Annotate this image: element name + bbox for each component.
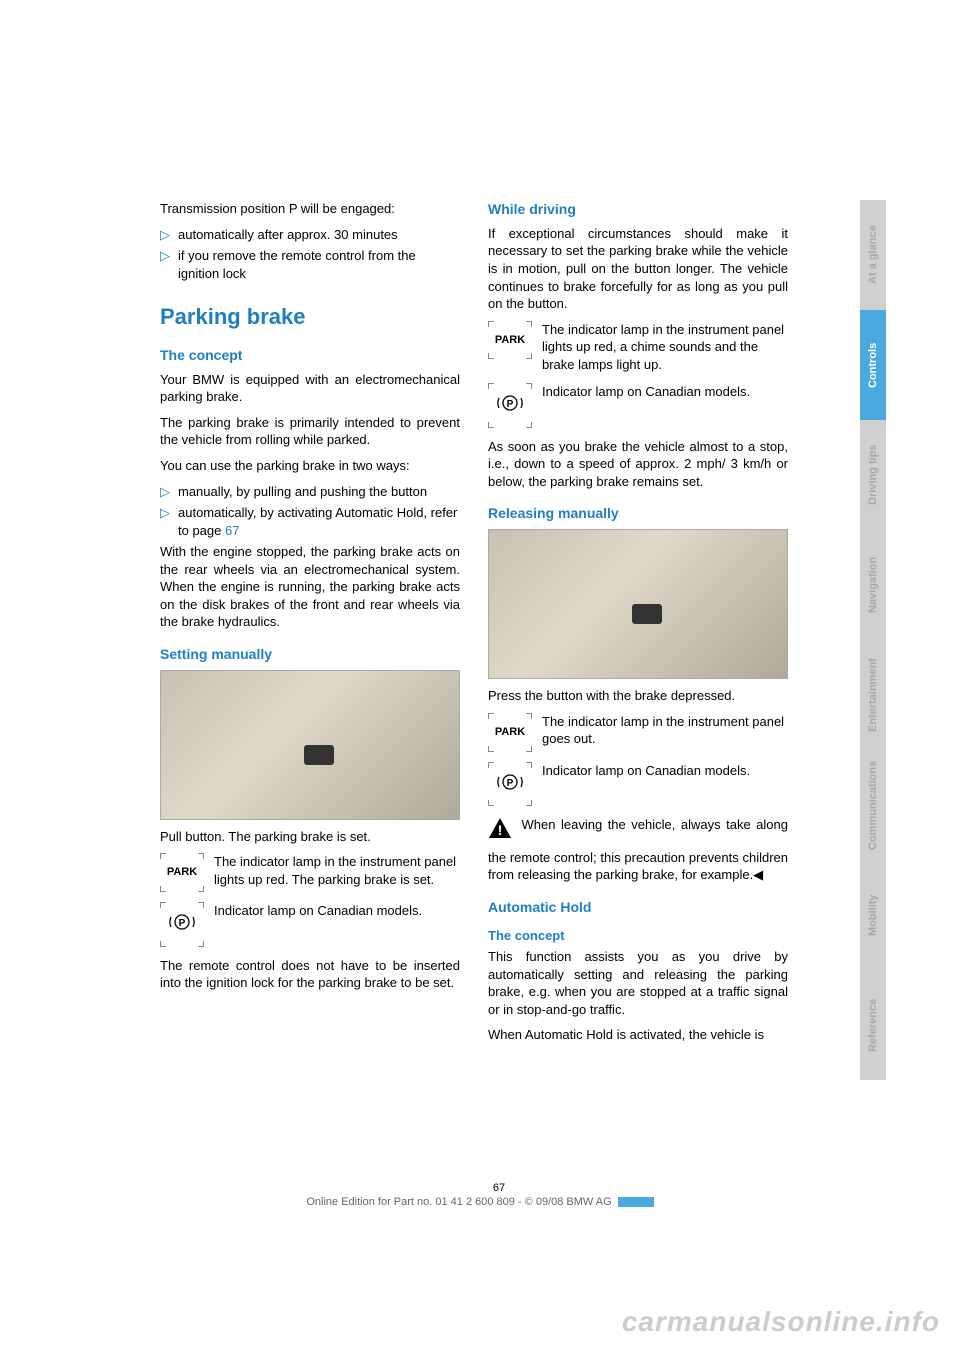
- bullet-item: ▷ automatically after approx. 30 minutes: [160, 226, 460, 244]
- body-text: If exceptional circumstances should make…: [488, 225, 788, 313]
- page-footer: 67 Online Edition for Part no. 01 41 2 6…: [0, 1182, 960, 1208]
- warning-icon: !: [488, 816, 512, 848]
- bullet-icon: ▷: [160, 226, 170, 244]
- bullet-text: manually, by pulling and pushing the but…: [178, 483, 460, 501]
- parking-brake-set-figure: [160, 670, 460, 820]
- indicator-row: P Indicator lamp on Canadian models.: [488, 762, 788, 807]
- subheading: The concept: [160, 346, 460, 365]
- body-text: When Automatic Hold is activated, the ve…: [488, 1026, 788, 1044]
- right-column: While driving If exceptional circumstanc…: [488, 200, 788, 1052]
- body-text: The remote control does not have to be i…: [160, 957, 460, 992]
- svg-text:!: !: [498, 822, 503, 838]
- subheading: Setting manually: [160, 645, 460, 664]
- page-link[interactable]: 67: [225, 523, 239, 538]
- bullet-icon: ▷: [160, 504, 170, 539]
- body-text: You can use the parking brake in two way…: [160, 457, 460, 475]
- indicator-text: Indicator lamp on Canadian models.: [214, 902, 422, 920]
- warning-text: When leaving the vehicle, always take al…: [488, 817, 788, 882]
- intro-text: Transmission position P will be engaged:: [160, 200, 460, 218]
- body-text: Press the button with the brake depresse…: [488, 687, 788, 705]
- body-text: Your BMW is equipped with an electromech…: [160, 371, 460, 406]
- page-number: 67: [344, 1182, 653, 1194]
- indicator-text: Indicator lamp on Canadian models.: [542, 383, 750, 401]
- bullet-item: ▷ manually, by pulling and pushing the b…: [160, 483, 460, 501]
- body-text: This function assists you as you drive b…: [488, 948, 788, 1018]
- bullet-icon: ▷: [160, 483, 170, 501]
- bullet-text: automatically, by activating Automatic H…: [178, 504, 460, 539]
- indicator-text: The indicator lamp in the instrument pan…: [214, 853, 460, 888]
- bullet-item: ▷ if you remove the remote control from …: [160, 247, 460, 282]
- left-column: Transmission position P will be engaged:…: [160, 200, 460, 1052]
- bullet-text: automatically after approx. 30 minutes: [178, 226, 460, 244]
- svg-text:P: P: [507, 399, 514, 410]
- indicator-row: P Indicator lamp on Canadian models.: [488, 383, 788, 428]
- bullet-icon: ▷: [160, 247, 170, 282]
- bullet-item: ▷ automatically, by activating Automatic…: [160, 504, 460, 539]
- subheading: While driving: [488, 200, 788, 219]
- canadian-p-indicator-icon: P: [488, 762, 532, 807]
- svg-text:P: P: [507, 778, 514, 789]
- section-tabs: At a glance Controls Driving tips Naviga…: [860, 200, 886, 1080]
- park-indicator-icon: PARK: [488, 713, 532, 752]
- indicator-row: P Indicator lamp on Canadian models.: [160, 902, 460, 947]
- indicator-row: PARK The indicator lamp in the instrumen…: [488, 713, 788, 752]
- tab-reference[interactable]: Reference: [860, 970, 886, 1080]
- section-heading: Parking brake: [160, 302, 460, 332]
- bullet-text: if you remove the remote control from th…: [178, 247, 460, 282]
- canadian-p-indicator-icon: P: [160, 902, 204, 947]
- watermark: carmanualsonline.info: [622, 1306, 940, 1338]
- sub-subheading: The concept: [488, 927, 788, 945]
- indicator-row: PARK The indicator lamp in the instrumen…: [160, 853, 460, 892]
- tab-at-a-glance[interactable]: At a glance: [860, 200, 886, 310]
- subheading: Releasing manually: [488, 504, 788, 523]
- park-indicator-icon: PARK: [160, 853, 204, 892]
- park-indicator-icon: PARK: [488, 321, 532, 360]
- tab-communications[interactable]: Communications: [860, 750, 886, 860]
- parking-brake-release-figure: [488, 529, 788, 679]
- indicator-row: PARK The indicator lamp in the instrumen…: [488, 321, 788, 374]
- body-text: With the engine stopped, the parking bra…: [160, 543, 460, 631]
- body-text: The parking brake is primarily intended …: [160, 414, 460, 449]
- subheading: Automatic Hold: [488, 898, 788, 917]
- body-text: As soon as you brake the vehicle almost …: [488, 438, 788, 491]
- indicator-text: Indicator lamp on Canadian models.: [542, 762, 750, 780]
- indicator-text: The indicator lamp in the instrument pan…: [542, 321, 788, 374]
- warning-paragraph: ! When leaving the vehicle, always take …: [488, 816, 788, 883]
- footer-bar: [618, 1197, 654, 1207]
- tab-controls[interactable]: Controls: [860, 310, 886, 420]
- canadian-p-indicator-icon: P: [488, 383, 532, 428]
- svg-text:P: P: [179, 918, 186, 929]
- tab-mobility[interactable]: Mobility: [860, 860, 886, 970]
- tab-driving-tips[interactable]: Driving tips: [860, 420, 886, 530]
- body-text: Pull button. The parking brake is set.: [160, 828, 460, 846]
- indicator-text: The indicator lamp in the instrument pan…: [542, 713, 788, 748]
- tab-entertainment[interactable]: Entertainment: [860, 640, 886, 750]
- footer-line: Online Edition for Part no. 01 41 2 600 …: [306, 1196, 611, 1208]
- tab-navigation[interactable]: Navigation: [860, 530, 886, 640]
